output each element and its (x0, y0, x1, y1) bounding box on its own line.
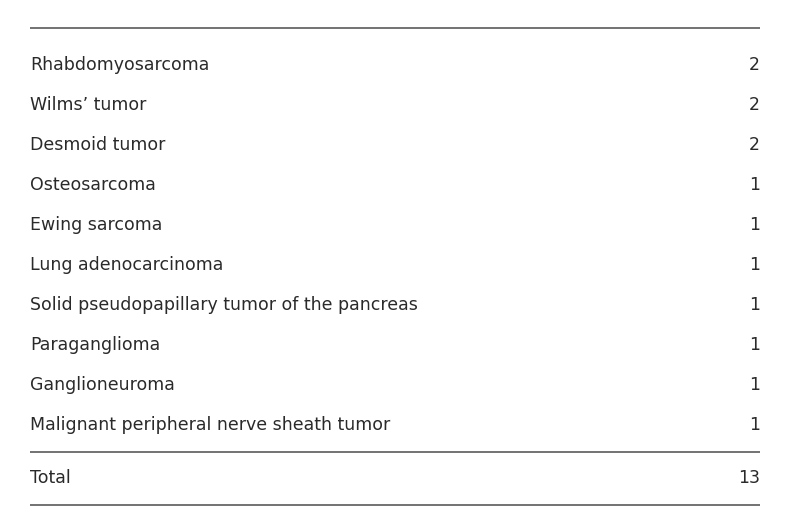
Text: 13: 13 (738, 469, 760, 487)
Text: 1: 1 (749, 296, 760, 314)
Text: Paraganglioma: Paraganglioma (30, 336, 160, 354)
Text: Wilms’ tumor: Wilms’ tumor (30, 96, 146, 114)
Text: 1: 1 (749, 416, 760, 434)
Text: Desmoid tumor: Desmoid tumor (30, 136, 166, 154)
Text: Ewing sarcoma: Ewing sarcoma (30, 216, 162, 234)
Text: 2: 2 (749, 56, 760, 74)
Text: 2: 2 (749, 96, 760, 114)
Text: Malignant peripheral nerve sheath tumor: Malignant peripheral nerve sheath tumor (30, 416, 390, 434)
Text: Total: Total (30, 469, 70, 487)
Text: Lung adenocarcinoma: Lung adenocarcinoma (30, 256, 223, 274)
Text: 1: 1 (749, 216, 760, 234)
Text: 1: 1 (749, 336, 760, 354)
Text: Solid pseudopapillary tumor of the pancreas: Solid pseudopapillary tumor of the pancr… (30, 296, 418, 314)
Text: 1: 1 (749, 176, 760, 194)
Text: 1: 1 (749, 256, 760, 274)
Text: Rhabdomyosarcoma: Rhabdomyosarcoma (30, 56, 210, 74)
Text: 1: 1 (749, 376, 760, 394)
Text: 2: 2 (749, 136, 760, 154)
Text: Osteosarcoma: Osteosarcoma (30, 176, 156, 194)
Text: Ganglioneuroma: Ganglioneuroma (30, 376, 175, 394)
